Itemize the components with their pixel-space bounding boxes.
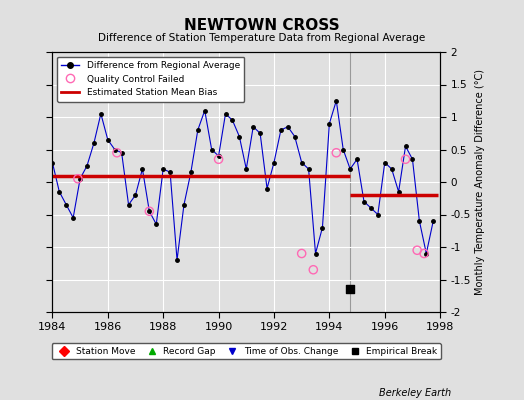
Legend: Station Move, Record Gap, Time of Obs. Change, Empirical Break: Station Move, Record Gap, Time of Obs. C… [51, 343, 441, 360]
Text: NEWTOWN CROSS: NEWTOWN CROSS [184, 18, 340, 33]
Point [214, 156, 223, 162]
Legend: Difference from Regional Average, Quality Control Failed, Estimated Station Mean: Difference from Regional Average, Qualit… [57, 56, 245, 102]
Point [401, 156, 410, 162]
Point [298, 250, 306, 257]
Point [346, 286, 354, 292]
Point [309, 266, 318, 273]
Point [113, 150, 121, 156]
Text: Difference of Station Temperature Data from Regional Average: Difference of Station Temperature Data f… [99, 33, 425, 43]
Text: Berkeley Earth: Berkeley Earth [378, 388, 451, 398]
Point [413, 247, 421, 254]
Point [145, 208, 154, 214]
Y-axis label: Monthly Temperature Anomaly Difference (°C): Monthly Temperature Anomaly Difference (… [475, 69, 485, 295]
Point [420, 250, 428, 257]
Point [332, 150, 341, 156]
Point [74, 176, 82, 182]
